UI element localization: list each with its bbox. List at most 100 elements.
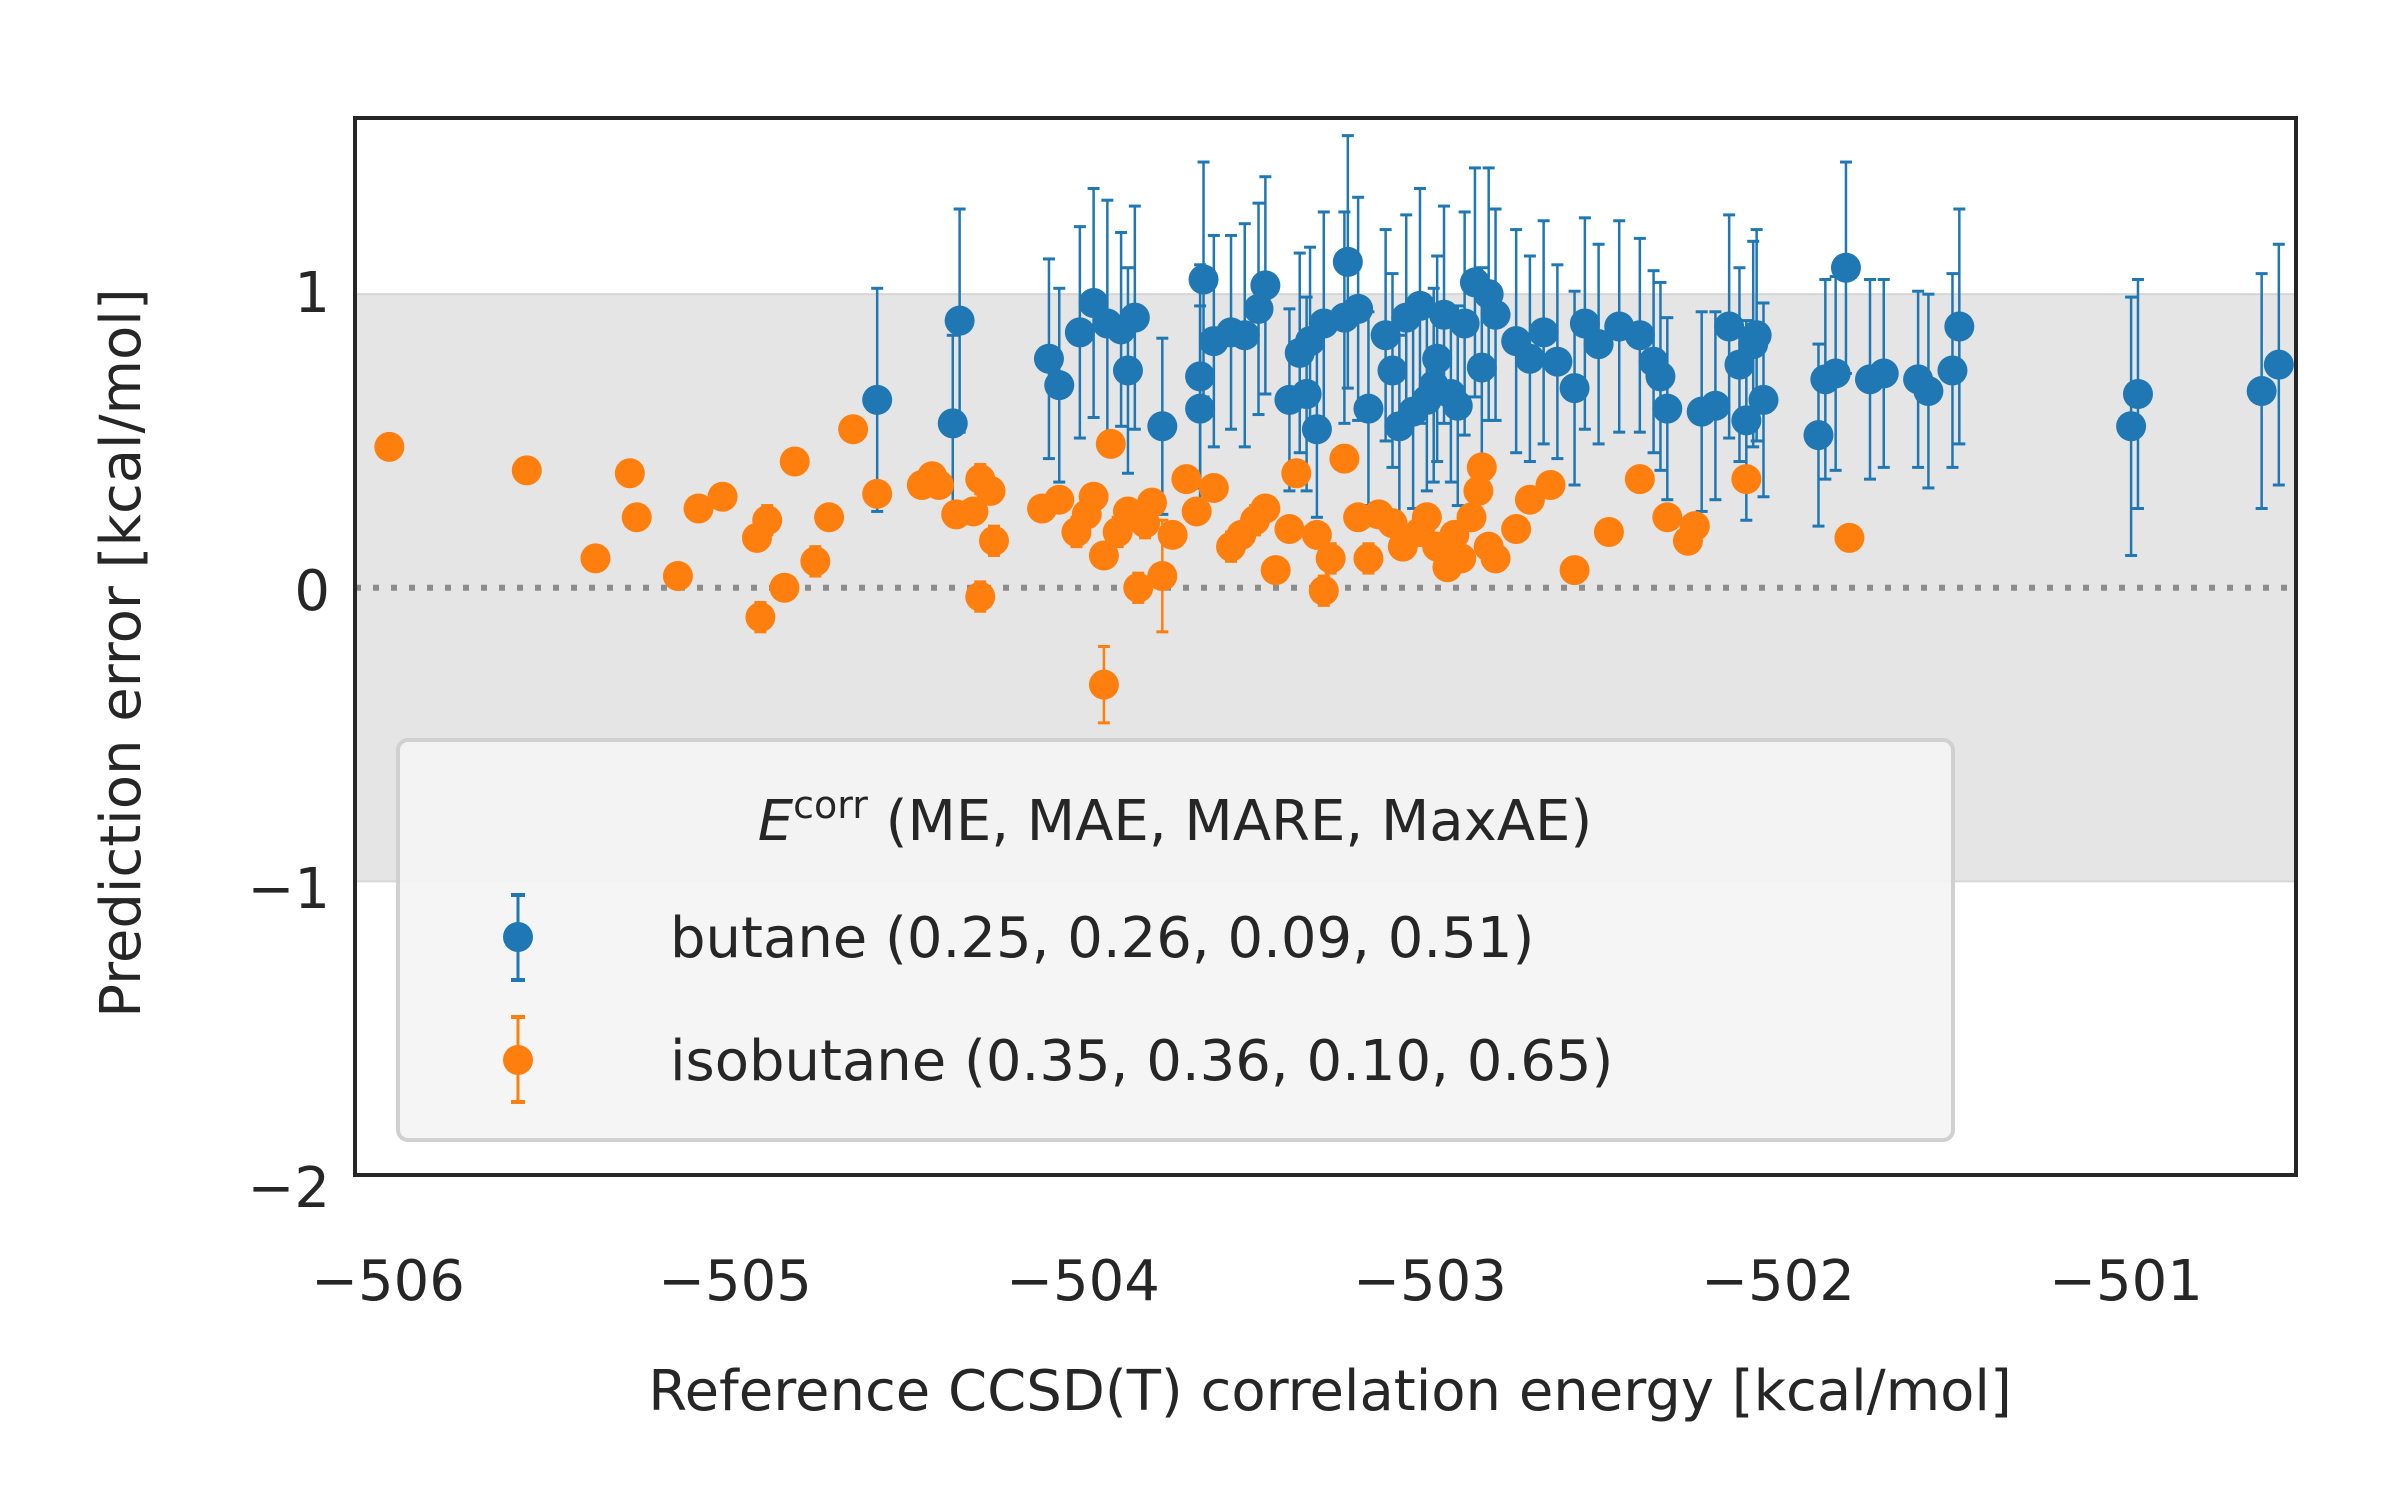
data-point <box>1480 543 1511 574</box>
data-point <box>1834 522 1865 553</box>
data-point <box>1329 443 1360 474</box>
data-point <box>1064 317 1095 348</box>
data-point <box>1466 352 1497 383</box>
data-point <box>1624 320 1655 351</box>
data-point <box>1830 252 1861 283</box>
data-point <box>1593 516 1624 547</box>
data-point <box>1456 502 1487 533</box>
legend-label-butane: butane (0.25, 0.26, 0.09, 0.51) <box>670 906 1534 971</box>
legend-title-stats: (ME, MAE, MARE, MaxAE) <box>868 789 1592 854</box>
legend-label-isobutane: isobutane (0.35, 0.36, 0.10, 0.65) <box>670 1029 1613 1094</box>
data-point <box>1308 575 1339 606</box>
data-point <box>1944 311 1975 342</box>
data-point <box>1119 302 1150 333</box>
data-point <box>1528 317 1559 348</box>
data-point <box>779 446 810 477</box>
legend-marker-butane <box>503 893 533 982</box>
data-point <box>1370 320 1401 351</box>
data-point <box>1645 361 1676 392</box>
data-point <box>1449 308 1480 339</box>
data-point <box>752 505 783 536</box>
data-point <box>683 493 714 524</box>
data-point <box>1044 484 1075 515</box>
data-point <box>1157 519 1188 550</box>
data-point <box>937 408 968 439</box>
data-point <box>1741 320 1772 351</box>
data-point <box>1731 464 1762 495</box>
data-point <box>944 305 975 336</box>
data-point <box>769 572 800 603</box>
y-tick-label: −2 <box>247 1156 330 1221</box>
data-point <box>1820 358 1851 389</box>
data-point <box>1112 355 1143 386</box>
x-axis-label: Reference CCSD(T) correlation energy [kc… <box>648 1359 2012 1424</box>
data-point <box>1937 355 1968 386</box>
data-point <box>745 602 776 633</box>
data-point <box>662 561 693 592</box>
data-point <box>838 414 869 445</box>
data-point <box>1171 464 1202 495</box>
data-point <box>800 546 831 577</box>
data-point <box>1377 355 1408 386</box>
data-point <box>1147 411 1178 442</box>
data-point <box>1679 511 1710 542</box>
legend-box <box>396 738 1955 1142</box>
data-point <box>1559 555 1590 586</box>
data-point <box>1078 481 1109 512</box>
data-point <box>1501 514 1532 545</box>
legend-title: Ecorr (ME, MAE, MARE, MaxAE) <box>758 783 1593 854</box>
data-point <box>1463 475 1494 506</box>
data-point <box>1185 393 1216 424</box>
legend-marker-isobutane <box>503 1015 533 1104</box>
data-point <box>2263 349 2294 380</box>
data-point <box>1260 555 1291 586</box>
data-point <box>1185 361 1216 392</box>
data-point <box>1868 358 1899 389</box>
data-point <box>1123 572 1154 603</box>
data-point <box>1514 343 1545 374</box>
data-point <box>374 431 405 462</box>
data-point <box>1044 370 1075 401</box>
data-point <box>975 475 1006 506</box>
data-point <box>614 458 645 489</box>
data-point <box>862 384 893 415</box>
data-point <box>1411 502 1442 533</box>
data-point <box>1137 487 1168 518</box>
y-axis-ticks: −2 −1 0 1 <box>247 261 330 1221</box>
data-point <box>814 502 845 533</box>
data-point <box>1181 496 1212 527</box>
data-point <box>1088 669 1119 700</box>
series-butane <box>862 134 2294 557</box>
x-tick-label: −506 <box>311 1249 465 1314</box>
data-point <box>1803 420 1834 451</box>
data-point <box>1250 493 1281 524</box>
data-point <box>1332 246 1363 277</box>
data-point <box>1291 378 1322 409</box>
data-point <box>1301 414 1332 445</box>
data-point <box>958 496 989 527</box>
data-point <box>707 481 738 512</box>
data-point <box>1274 514 1305 545</box>
data-point <box>1353 393 1384 424</box>
data-point <box>978 525 1009 556</box>
x-axis-ticks: −506 −505 −504 −503 −502 −501 <box>311 1249 2203 1314</box>
legend-title-superscript: corr <box>793 783 868 827</box>
data-point <box>1559 373 1590 404</box>
data-point <box>1913 376 1944 407</box>
x-tick-label: −502 <box>1701 1249 1855 1314</box>
data-point <box>621 502 652 533</box>
series-isobutane <box>374 414 1865 725</box>
data-point <box>1033 343 1064 374</box>
data-point <box>1466 452 1497 483</box>
data-point <box>2116 411 2147 442</box>
data-point <box>1198 472 1229 503</box>
data-point <box>1731 405 1762 436</box>
plot-frame <box>353 116 2298 1177</box>
data-point <box>1404 290 1435 321</box>
data-point <box>862 478 893 509</box>
data-point <box>1652 393 1683 424</box>
data-point <box>1700 390 1731 421</box>
data-point <box>1343 293 1374 324</box>
data-marks <box>374 134 2294 725</box>
y-tick-label: 0 <box>294 559 330 624</box>
